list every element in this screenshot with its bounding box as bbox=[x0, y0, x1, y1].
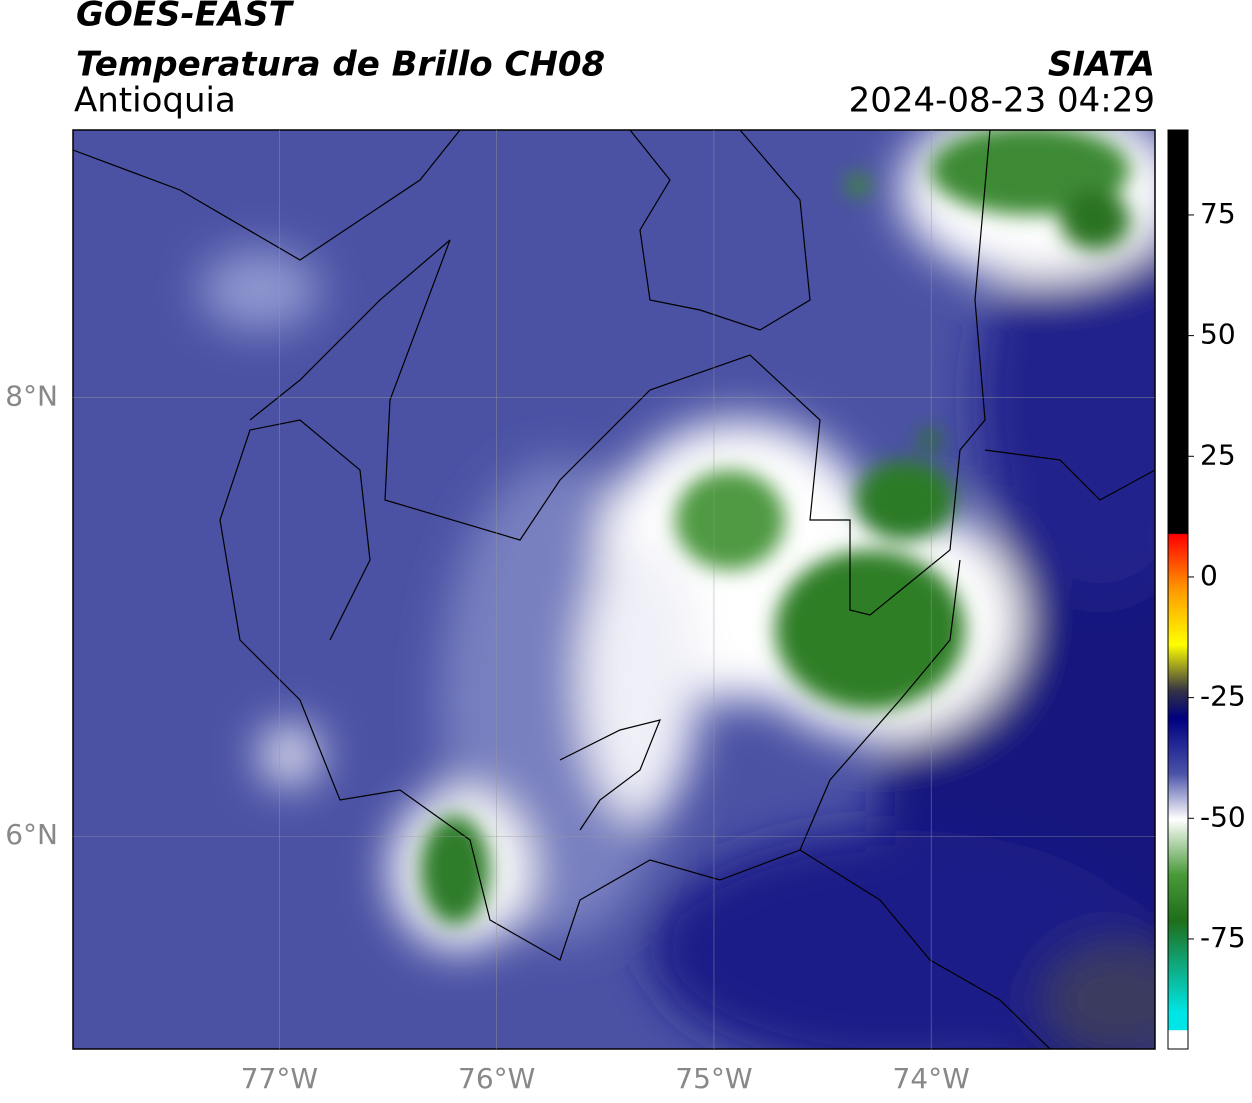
colorbar-tick-label: -25 bbox=[1200, 680, 1246, 713]
region-label: Antioquia bbox=[74, 81, 236, 121]
map-image bbox=[73, 130, 1155, 1049]
datetime-label: 2024-08-23 04:29 bbox=[849, 81, 1155, 121]
colorbar-tick-label: 0 bbox=[1200, 559, 1218, 592]
x-tick-label: 75°W bbox=[675, 1062, 752, 1095]
colorbar-tick-label: 75 bbox=[1200, 197, 1236, 230]
colorbar-ticks: 75 50 25 0 -25 -50 -75 bbox=[1188, 197, 1246, 954]
y-tick-label: 6°N bbox=[5, 818, 58, 851]
y-tick-label: 8°N bbox=[5, 380, 58, 413]
product-title: Temperatura de Brillo CH08 bbox=[76, 45, 605, 85]
map-frame bbox=[72, 129, 1156, 1050]
colorbar-tick-label: -50 bbox=[1200, 800, 1246, 833]
colorbar bbox=[1167, 129, 1189, 1050]
colorbar-tick-label: -75 bbox=[1200, 921, 1246, 954]
x-tick-label: 74°W bbox=[893, 1062, 970, 1095]
source-label: SIATA bbox=[1048, 45, 1155, 85]
x-tick-label: 76°W bbox=[458, 1062, 535, 1095]
colorbar-tick-label: 25 bbox=[1200, 438, 1236, 471]
colorbar-tick-label: 50 bbox=[1200, 318, 1236, 351]
x-tick-label: 77°W bbox=[241, 1062, 318, 1095]
graticule: 77°W 76°W 75°W 74°W 8°N 6°N bbox=[5, 130, 1155, 1095]
satellite-title: GOES-EAST bbox=[76, 0, 295, 35]
